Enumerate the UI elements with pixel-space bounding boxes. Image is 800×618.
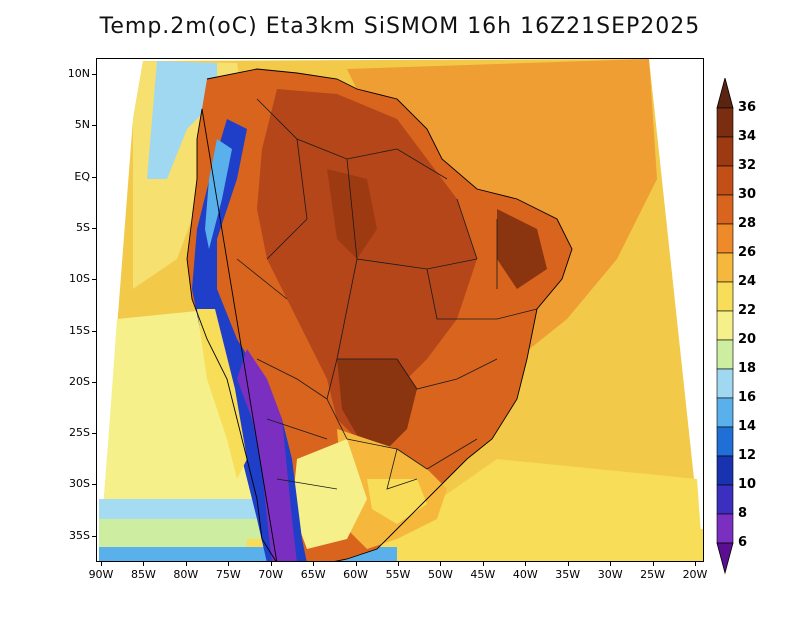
colorbar-label: 8 [738, 506, 748, 521]
lat-label: 20S [69, 374, 90, 388]
lat-tick [92, 125, 96, 127]
lon-tick [270, 562, 272, 566]
colorbar-label: 18 [738, 361, 757, 376]
colorbar-segment [716, 484, 734, 515]
coastline [186, 68, 573, 561]
atacama-coast [197, 309, 247, 479]
lat-label: 5N [74, 118, 90, 132]
lat-label: 15S [69, 323, 90, 337]
colorbar-segment [716, 310, 734, 341]
lon-tick [355, 562, 357, 566]
ocean-pacific-coast [147, 61, 217, 179]
lon-tick [313, 562, 315, 566]
lat-label: 30S [69, 477, 90, 491]
colorbar-label: 6 [738, 535, 748, 550]
land-very-hot-central [337, 359, 417, 449]
lat-tick [92, 176, 96, 178]
lon-label: 75W [215, 568, 241, 581]
lon-tick [143, 562, 145, 566]
land-hot-core [257, 89, 477, 439]
lat-tick [92, 535, 96, 537]
andes-very-cold [237, 349, 297, 561]
colorbar-label: 30 [738, 187, 757, 202]
lon-label: 25W [640, 568, 665, 581]
lat-tick [92, 484, 96, 486]
lon-tick [440, 562, 442, 566]
lon-label: 45W [470, 568, 496, 581]
colorbar-segment [716, 107, 734, 138]
colorbar-segment [716, 223, 734, 254]
colorbar-label: 10 [738, 477, 757, 492]
colorbar-segment [716, 426, 734, 457]
lon-label: 35W [555, 568, 581, 581]
lon-label: 60W [343, 568, 368, 581]
lat-label: EQ [74, 169, 90, 183]
lon-tick [652, 562, 654, 566]
colorbar-label: 24 [738, 274, 757, 289]
lon-tick [525, 562, 527, 566]
lon-label: 85W [130, 568, 156, 581]
colorbar-label: 32 [738, 158, 757, 173]
lat-label: 5S [76, 220, 90, 234]
lon-tick [695, 562, 696, 566]
lat-tick [92, 227, 96, 229]
colorbar-segment [716, 368, 734, 399]
colorbar-segment [716, 194, 734, 225]
lon-label: 50W [427, 568, 453, 581]
lon-label: 90W [88, 568, 114, 581]
map-title: Temp.2m(oC) Eta3km SiSMOM 16h 16Z21SEP20… [99, 14, 701, 39]
colorbar-label: 28 [738, 216, 757, 231]
lon-tick [101, 562, 102, 566]
lat-tick [92, 279, 96, 281]
lon-tick [567, 562, 569, 566]
lon-label: 20W [682, 568, 708, 581]
lon-label: 30W [597, 568, 623, 581]
colorbar-label: 14 [738, 419, 757, 434]
lat-tick [92, 330, 96, 332]
lat-label: 35S [69, 528, 90, 542]
lat-label: 10N [67, 67, 90, 80]
colorbar-segment [716, 339, 734, 370]
lat-tick [92, 381, 96, 383]
land-very-hot-northeast [497, 209, 547, 289]
colorbar-segment [716, 281, 734, 312]
colorbar-segment [716, 455, 734, 486]
colorbar-segment [716, 397, 734, 428]
colorbar-segment [716, 252, 734, 283]
colorbar-label: 26 [738, 245, 757, 260]
ocean-pacific-band [99, 519, 272, 549]
lon-tick [398, 562, 399, 566]
lon-tick [610, 562, 612, 566]
land-very-hot-amazon [327, 169, 377, 259]
temperature-map [97, 59, 703, 561]
land-uruguay [367, 479, 427, 524]
lat-tick [92, 433, 96, 435]
colorbar-label: 34 [738, 129, 757, 144]
lat-label: 10S [69, 272, 90, 286]
lon-tick [482, 562, 484, 566]
lon-label: 65W [300, 568, 326, 581]
colorbar-label: 22 [738, 303, 757, 318]
colorbar-top-arrow [716, 78, 734, 109]
land-argentina-mild [292, 439, 367, 549]
map-frame [96, 58, 704, 562]
lon-label: 80W [173, 568, 199, 581]
lon-label: 70W [258, 568, 284, 581]
colorbar-bottom-arrow [716, 542, 734, 575]
colorbar-label: 16 [738, 390, 757, 405]
colorbar-segment [716, 513, 734, 544]
colorbar-label: 12 [738, 448, 757, 463]
political-borders [236, 98, 538, 490]
lat-tick [92, 74, 96, 75]
lon-tick [228, 562, 230, 566]
lon-label: 55W [385, 568, 411, 581]
lon-label: 40W [512, 568, 538, 581]
colorbar-segment [716, 136, 734, 167]
colorbar-label: 20 [738, 332, 757, 347]
colorbar-segment [716, 165, 734, 196]
lat-label: 25S [69, 426, 90, 440]
lon-tick [185, 562, 187, 566]
colorbar [716, 78, 734, 575]
colorbar-label: 36 [738, 100, 757, 115]
